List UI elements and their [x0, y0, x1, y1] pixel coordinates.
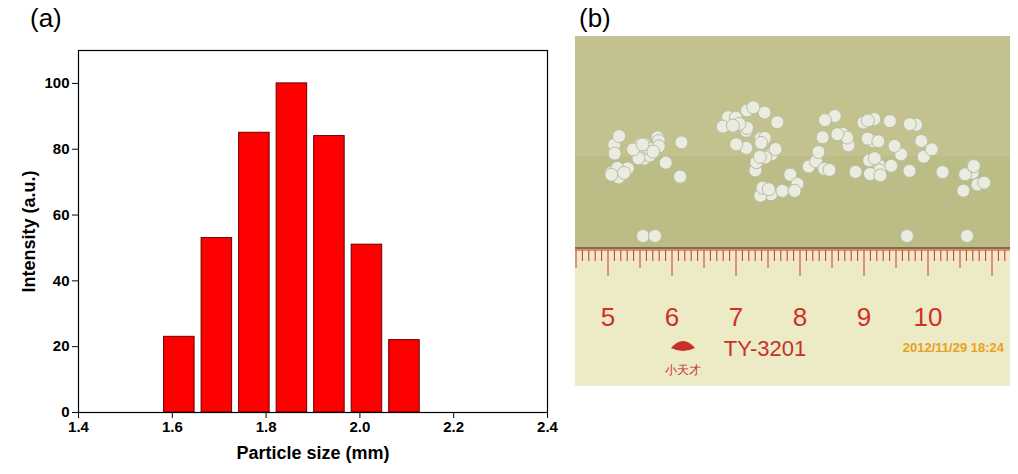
svg-text:2.0: 2.0	[349, 418, 370, 435]
svg-text:5: 5	[601, 302, 615, 332]
svg-text:1.4: 1.4	[68, 418, 90, 435]
svg-text:100: 100	[44, 74, 69, 91]
svg-text:9: 9	[857, 302, 871, 332]
svg-text:20: 20	[53, 337, 70, 354]
svg-text:2012/11/29 18:24: 2012/11/29 18:24	[903, 340, 1005, 355]
svg-text:7: 7	[729, 302, 743, 332]
svg-text:Intensity (a.u.): Intensity (a.u.)	[19, 170, 39, 292]
svg-text:2.2: 2.2	[443, 418, 464, 435]
svg-text:80: 80	[53, 140, 70, 157]
svg-text:6: 6	[665, 302, 679, 332]
svg-text:1.6: 1.6	[162, 418, 183, 435]
svg-text:Particle size (mm): Particle size (mm)	[236, 443, 389, 463]
html-text:(b): (b)	[579, 3, 611, 33]
svg-text:60: 60	[53, 206, 70, 223]
html-text:(a): (a)	[30, 3, 62, 33]
svg-text:40: 40	[53, 272, 70, 289]
svg-text:1.8: 1.8	[256, 418, 277, 435]
svg-text:8: 8	[793, 302, 807, 332]
svg-text:小天才: 小天才	[665, 363, 701, 377]
svg-text:10: 10	[914, 302, 943, 332]
svg-text:2.4: 2.4	[537, 418, 559, 435]
svg-text:TY-3201: TY-3201	[724, 336, 806, 361]
svg-text:0: 0	[61, 403, 70, 421]
